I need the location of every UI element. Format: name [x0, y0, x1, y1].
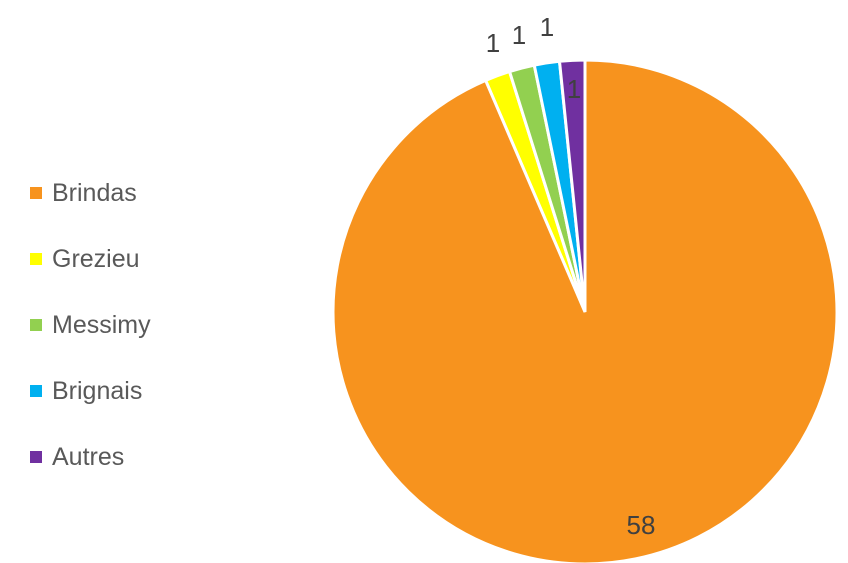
pie-slices — [331, 58, 839, 563]
pie-data-labels: 581 1 11 — [486, 12, 656, 540]
legend-item-grezieu[interactable]: Grezieu — [30, 226, 151, 292]
legend-swatch — [30, 385, 42, 397]
legend-item-brindas[interactable]: Brindas — [30, 160, 151, 226]
legend-label: Brignais — [52, 376, 143, 405]
legend-label: Grezieu — [52, 244, 140, 273]
legend-item-brignais[interactable]: Brignais — [30, 358, 151, 424]
legend-item-autres[interactable]: Autres — [30, 424, 151, 490]
pie-slice-brindas[interactable] — [331, 58, 839, 563]
legend-item-messimy[interactable]: Messimy — [30, 292, 151, 358]
legend-swatch — [30, 253, 42, 265]
chart-legend: Brindas Grezieu Messimy Brignais Autres — [30, 160, 151, 490]
data-label-messimy: 1 — [512, 20, 526, 50]
data-label-brignais: 1 — [540, 12, 554, 42]
legend-swatch — [30, 319, 42, 331]
legend-swatch — [30, 451, 42, 463]
data-label-grezieu: 1 — [486, 28, 500, 58]
data-label-brindas: 58 — [627, 510, 656, 540]
legend-label: Brindas — [52, 178, 137, 207]
legend-label: Autres — [52, 442, 125, 471]
legend-swatch — [30, 187, 42, 199]
data-label-autres: 1 — [567, 74, 581, 104]
legend-label: Messimy — [52, 310, 151, 339]
